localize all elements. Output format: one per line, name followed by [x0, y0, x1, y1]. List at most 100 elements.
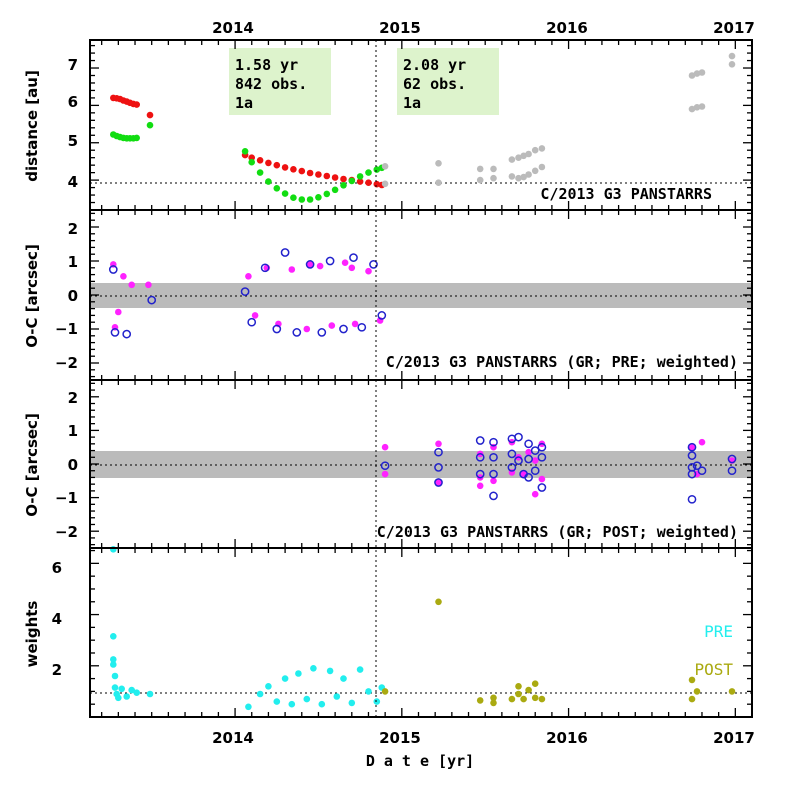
weights-series0-point-21	[310, 665, 317, 672]
weights-series0-point-0	[110, 546, 117, 553]
oc_post-series1-point-17	[524, 439, 533, 449]
weights-series0-point-26	[348, 699, 356, 707]
distance-ytick-7: 7	[68, 56, 78, 74]
oc_pre-series1-point-1	[110, 328, 120, 337]
oc-pre-marks	[108, 248, 387, 339]
distance-ylabel: distance [au]	[23, 70, 41, 182]
distance-series1-point-9	[241, 148, 249, 155]
weights-series0-point-16	[273, 698, 281, 705]
distance-series1-point-10	[248, 158, 255, 166]
weights-series1-point-9	[525, 686, 532, 694]
distance-series2-point-0	[381, 180, 389, 188]
bottom-tick-2015: 2015	[379, 729, 421, 747]
distance-ytick-5: 5	[68, 132, 78, 150]
oc_pre-series0-point-12	[316, 262, 324, 270]
top-tick-2014: 2014	[212, 19, 254, 37]
weights-series0-point-12	[146, 690, 154, 698]
distance-series1-point-15	[290, 194, 297, 201]
infobox-post-duration: 2.08 yr	[403, 56, 466, 74]
oc_pre-series1-point-17	[377, 311, 387, 320]
weights-series0-point-22	[318, 700, 326, 708]
weights-series1-point-8	[520, 695, 527, 703]
panel-frames	[89, 39, 753, 718]
weights-series1-point-6	[515, 690, 522, 698]
weights-ytick-2: 2	[52, 661, 62, 679]
weights-series1-point-11	[531, 680, 539, 687]
top-tick-2015: 2015	[379, 19, 421, 37]
oc_post-series1-point-18	[524, 454, 533, 464]
weights-series0-point-19	[295, 670, 302, 677]
weights-series1-point-4	[490, 694, 497, 702]
bottom-tick-2016: 2016	[546, 729, 588, 747]
distance-series2-point-13	[520, 152, 527, 160]
distance-series1-point-22	[348, 177, 356, 185]
weights-series0-point-13	[245, 703, 252, 711]
oc_post-series0-point-2	[435, 440, 442, 448]
weights-series1-point-14	[688, 695, 696, 703]
top-date-axis: 2014 2015 2016 2017	[212, 19, 755, 37]
oc_post-series1-point-10	[489, 491, 498, 501]
distance-series2-point-7	[490, 165, 497, 173]
oc-pre-ytick-m2: −2	[55, 354, 78, 372]
weights-series1-point-5	[508, 695, 516, 703]
oc_post-series0-point-20	[698, 438, 706, 446]
oc_pre-series1-point-9	[292, 328, 302, 337]
oc-pre-ylabel: O-C [arcsec]	[23, 244, 41, 348]
distance-series2-point-8	[508, 173, 516, 180]
legend-pre-label: PRE	[704, 622, 733, 641]
infobox-post-class: 1a	[403, 94, 421, 112]
infobox-pre-class: 1a	[235, 94, 253, 112]
oc_pre-series1-point-13	[339, 324, 348, 334]
oc_post-series0-point-6	[476, 482, 484, 490]
top-tick-2016: 2016	[546, 19, 588, 37]
distance-series1-point-17	[306, 196, 314, 203]
weights-series0-point-28	[365, 688, 372, 695]
weights-series0-point-4	[111, 672, 119, 680]
weights-ytick-6: 6	[52, 559, 62, 577]
oc_post-series1-point-6	[475, 469, 485, 479]
oc-pre-ytick-1: 1	[68, 253, 78, 271]
distance-series1-point-14	[281, 190, 289, 197]
oc_post-series1-point-2	[434, 463, 443, 472]
weights-series0-point-9	[123, 693, 130, 700]
oc-pre-ytick-2: 2	[68, 220, 78, 238]
weights-series1-point-16	[728, 688, 736, 695]
oc_pre-series1-point-0	[108, 265, 118, 274]
oc_post-series1-point-3	[434, 478, 443, 487]
distance-series1-point-18	[315, 194, 322, 201]
distance-infobox-post	[397, 48, 499, 115]
weights-frame	[89, 547, 753, 718]
distance-series0-point-25	[373, 180, 381, 188]
oc-post-ytick-1: 1	[68, 422, 78, 440]
distance-series2-point-21	[688, 72, 696, 79]
distance-series2-point-18	[538, 163, 546, 171]
weights-series0-point-23	[326, 667, 334, 675]
weights-panel: PRE POST 2 4 6 weights	[23, 546, 752, 711]
distance-series2-point-16	[531, 167, 539, 175]
oc_pre-series0-point-15	[351, 320, 359, 328]
oc_post-series1-point-20	[530, 446, 540, 455]
oc_pre-series0-point-13	[328, 322, 336, 329]
distance-infobox-pre	[229, 48, 331, 115]
weights-series0-point-15	[265, 683, 272, 690]
oc_post-series1-point-23	[537, 452, 547, 462]
oc_pre-series0-point-5	[145, 281, 152, 289]
distance-series0-point-18	[315, 171, 322, 178]
infobox-pre-obs: 842 obs.	[235, 75, 307, 93]
distance-series2-point-9	[508, 156, 516, 163]
oc_pre-series0-point-4	[128, 281, 135, 289]
oc_post-series1-point-15	[514, 456, 523, 465]
distance-series2-point-2	[435, 179, 442, 186]
distance-panel: 1.58 yr 842 obs. 1a 2.08 yr 62 obs. 1a C…	[23, 48, 752, 203]
oc-pre-ytick-m1: −1	[55, 320, 78, 338]
distance-series0-point-7	[133, 101, 140, 108]
oc-pre-panel: C/2013 G3 PANSTARRS (GR; PRE; weighted) …	[23, 220, 752, 372]
weights-series0-point-2	[110, 656, 117, 663]
weights-series0-point-7	[115, 694, 122, 702]
oc-post-panel: C/2013 G3 PANSTARRS (GR; POST; weighted)…	[23, 389, 752, 541]
distance-series0-point-23	[356, 178, 364, 185]
oc_post-series1-point-0	[380, 461, 390, 471]
weights-series1-point-12	[538, 695, 546, 703]
oc_post-series1-point-30	[692, 461, 702, 471]
oc_post-series1-point-12	[507, 449, 517, 459]
